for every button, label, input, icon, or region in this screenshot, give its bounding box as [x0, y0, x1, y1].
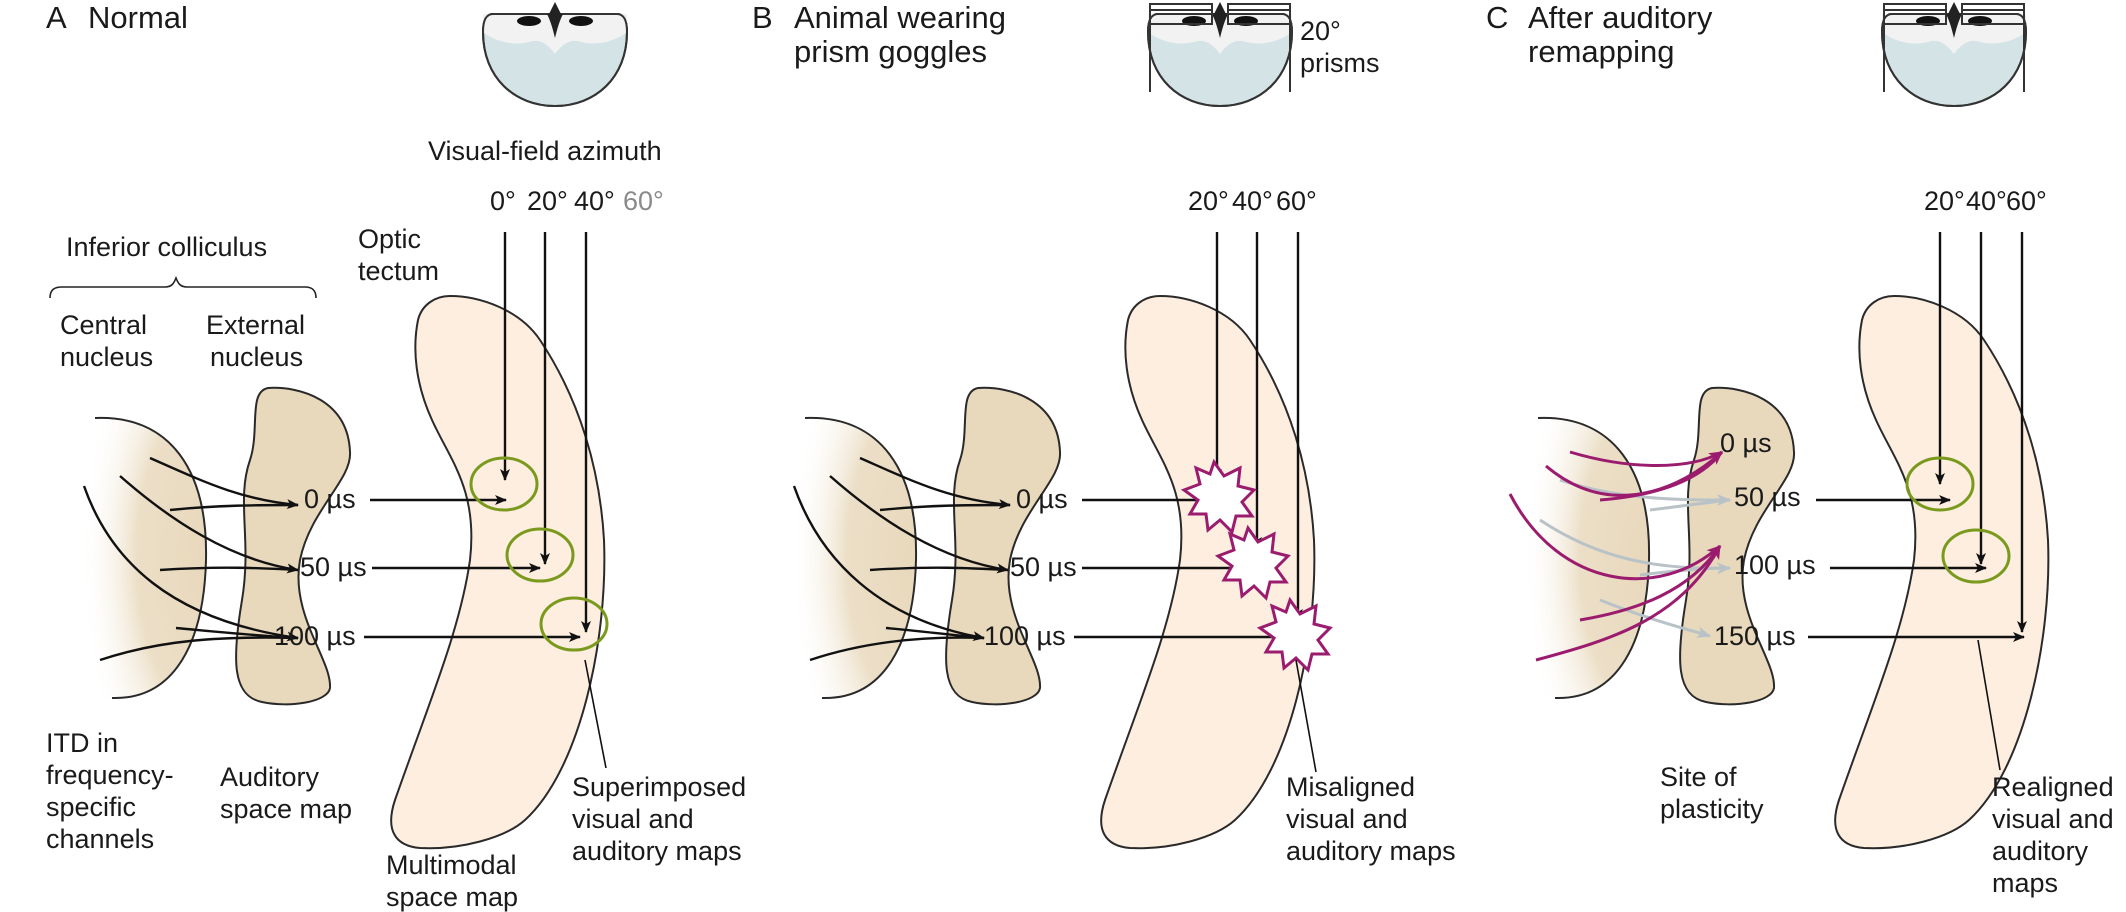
- itd-value-label: 100 µs: [1734, 550, 1816, 580]
- azimuth-label-faded: 60°: [623, 186, 664, 216]
- external-nucleus-label: External: [206, 310, 305, 340]
- realigned-caption: visual and: [1992, 804, 2114, 834]
- azimuth-label: 40°: [1232, 186, 1273, 216]
- prism-goggles-icon: [1883, 3, 2025, 92]
- itd-value-label: 0 µs: [1720, 428, 1772, 458]
- itd-caption: frequency-: [46, 760, 174, 790]
- misaligned-leader-line: [1295, 659, 1317, 773]
- panel-c-title: After auditory: [1528, 0, 1713, 35]
- auditory-projection-arrows: [1808, 495, 2025, 642]
- optic-tectum-label: tectum: [358, 256, 439, 286]
- visual-projection-arrows: [1935, 232, 2027, 633]
- itd-channel-curves: [792, 456, 1011, 662]
- misaligned-caption: auditory maps: [1286, 836, 1456, 866]
- multimodal-space-map-caption: Multimodal: [386, 850, 517, 880]
- central-nucleus-shape: [790, 417, 917, 699]
- itd-value-label: 50 µs: [300, 552, 367, 582]
- itd-value-label: 50 µs: [1734, 482, 1801, 512]
- azimuth-label: 0°: [490, 186, 516, 216]
- prisms-label: prisms: [1300, 48, 1380, 78]
- inferior-colliculus-label: Inferior colliculus: [66, 232, 267, 262]
- auditory-space-map-caption: space map: [220, 794, 352, 824]
- visual-projection-arrows: [1212, 232, 1303, 621]
- external-nucleus-shape: [945, 386, 1062, 706]
- central-nucleus-outline: [1537, 416, 1651, 700]
- itd-caption: ITD in: [46, 728, 118, 758]
- central-nucleus-shape: [80, 417, 207, 699]
- auditory-projection-arrows: [1074, 495, 1291, 642]
- superimposed-leader-line: [584, 659, 607, 769]
- misaligned-caption: visual and: [1286, 804, 1408, 834]
- central-nucleus-shape: [1523, 417, 1650, 699]
- owl-head-icon: [482, 1, 628, 107]
- itd-value-label: 0 µs: [304, 484, 356, 514]
- itd-value-label: 100 µs: [984, 621, 1066, 651]
- realigned-leader-line: [1977, 639, 2001, 771]
- external-nucleus-label: nucleus: [210, 342, 303, 372]
- azimuth-label: 60°: [2006, 186, 2047, 216]
- optic-tectum-shape: [1100, 294, 1316, 850]
- misalignment-burst-icon: [1180, 458, 1333, 673]
- visual-field-azimuth-label: Visual-field azimuth: [428, 136, 662, 166]
- realigned-caption: maps: [1992, 868, 2058, 898]
- itd-value-label: 100 µs: [274, 621, 356, 651]
- panel-b-title: prism goggles: [794, 34, 987, 69]
- misaligned-caption: Misaligned: [1286, 772, 1415, 802]
- prisms-label: 20°: [1300, 16, 1341, 46]
- itd-caption: channels: [46, 824, 154, 854]
- realigned-caption: Realigned: [1992, 772, 2114, 802]
- multimodal-space-map-caption: space map: [386, 882, 518, 912]
- panel-c-title: remapping: [1528, 34, 1674, 69]
- azimuth-label: 40°: [574, 186, 615, 216]
- auditory-space-map-caption: Auditory: [220, 762, 320, 792]
- panel-b-letter: B: [752, 0, 773, 35]
- central-nucleus-outline: [94, 416, 208, 700]
- external-nucleus-shape: [235, 386, 352, 706]
- panel-c-letter: C: [1486, 0, 1508, 35]
- panel-b-title: Animal wearing: [794, 0, 1006, 35]
- visual-projection-arrows: [500, 232, 591, 633]
- plasticity-caption: plasticity: [1660, 794, 1764, 824]
- remapped-projection-curves: [1508, 450, 1724, 662]
- superimposed-caption: auditory maps: [572, 836, 742, 866]
- optic-tectum-shape: [1834, 294, 2050, 850]
- optic-tectum-shape: [390, 294, 606, 850]
- inferior-colliculus-brace: [49, 275, 317, 299]
- plasticity-caption: Site of: [1660, 762, 1737, 792]
- azimuth-label: 20°: [1188, 186, 1229, 216]
- optic-tectum-label: Optic: [358, 224, 421, 254]
- owl-head-icon: [1147, 1, 1293, 107]
- panel-c: C After auditory remapping 20° 40° 60°: [1486, 0, 2114, 898]
- central-nucleus-outline: [804, 416, 918, 700]
- itd-value-label: 0 µs: [1016, 484, 1068, 514]
- azimuth-label: 20°: [1924, 186, 1965, 216]
- central-nucleus-label: nucleus: [60, 342, 153, 372]
- panel-a-letter: A: [46, 0, 67, 35]
- central-nucleus-label: Central: [60, 310, 147, 340]
- azimuth-label: 60°: [1276, 186, 1317, 216]
- itd-channel-curves: [82, 456, 299, 662]
- owl-head-icon: [1881, 1, 2027, 107]
- azimuth-label: 40°: [1966, 186, 2007, 216]
- itd-value-label: 150 µs: [1714, 621, 1796, 651]
- aligned-receptive-field-circles: [1905, 456, 2011, 584]
- aligned-receptive-field-circles: [469, 456, 609, 652]
- azimuth-label: 20°: [527, 186, 568, 216]
- superimposed-caption: visual and: [572, 804, 694, 834]
- itd-caption: specific: [46, 792, 136, 822]
- panel-b: B Animal wearing prism goggles 20° prism…: [752, 0, 1456, 866]
- panel-a-title: Normal: [88, 0, 188, 35]
- prism-goggles-icon: [1149, 3, 1291, 92]
- superimposed-caption: Superimposed: [572, 772, 746, 802]
- realigned-caption: auditory: [1992, 836, 2089, 866]
- panel-a: A Normal Visual-field azimuth 0° 20° 40°…: [46, 0, 746, 912]
- itd-value-label: 50 µs: [1010, 552, 1077, 582]
